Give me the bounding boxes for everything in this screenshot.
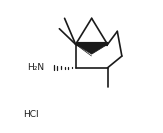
Polygon shape (76, 44, 108, 54)
Polygon shape (76, 44, 92, 56)
Text: HCl: HCl (23, 110, 38, 119)
Text: H₂N: H₂N (27, 63, 45, 72)
